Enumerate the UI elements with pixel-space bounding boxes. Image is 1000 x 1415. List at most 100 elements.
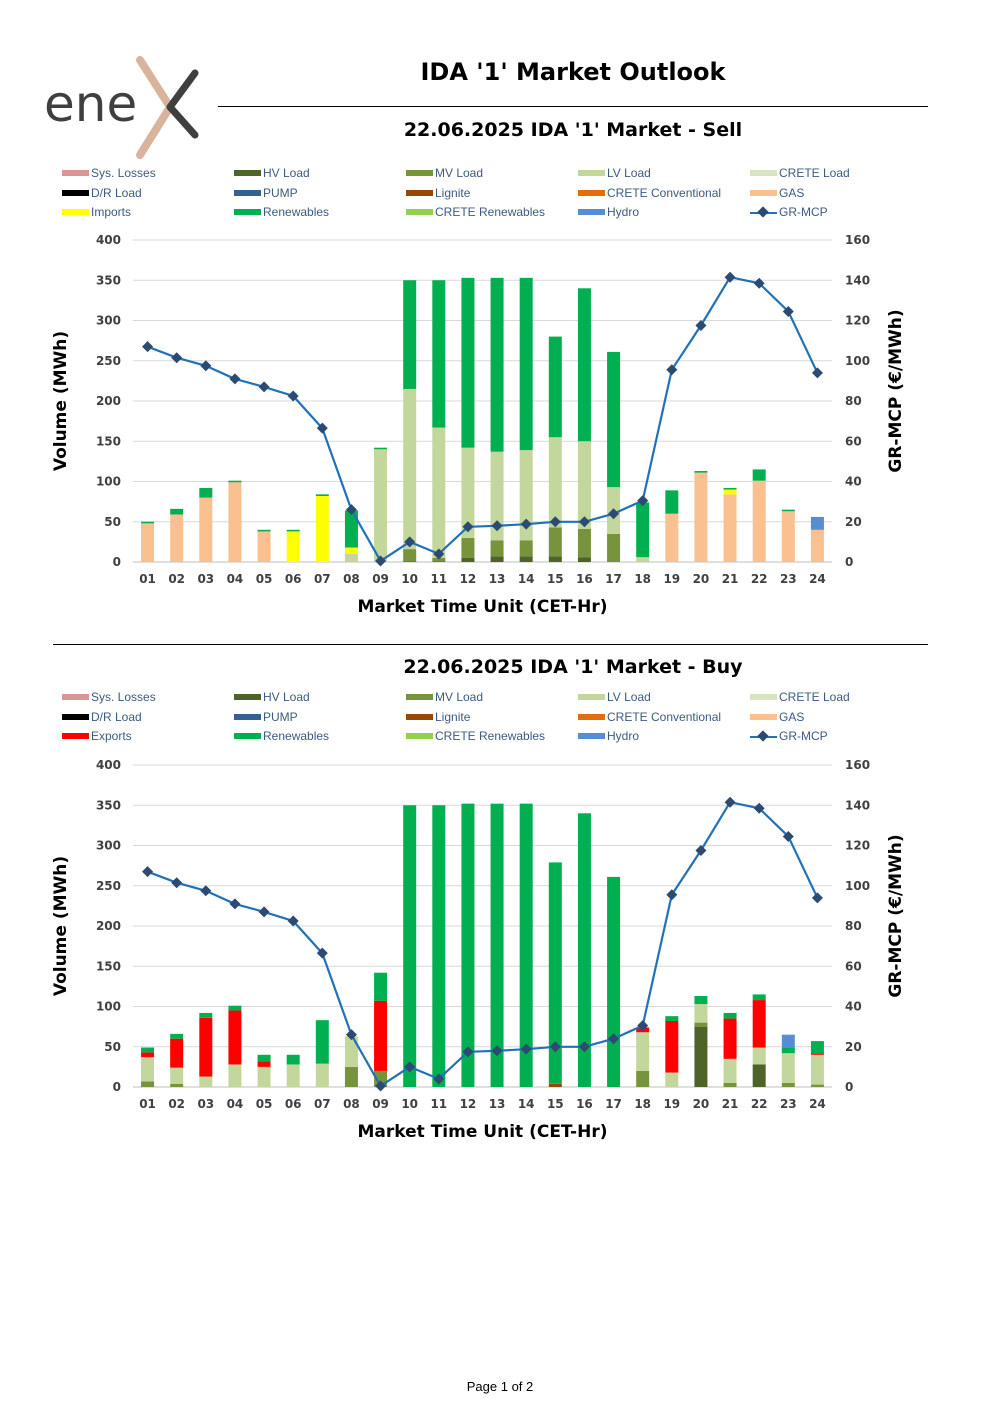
legend-swatch bbox=[578, 209, 605, 215]
y2-tick-label: 120 bbox=[845, 839, 870, 853]
legend-label: CRETE Conventional bbox=[607, 185, 722, 200]
bar-renewables-03 bbox=[199, 487, 213, 498]
x-tick-label: 21 bbox=[722, 572, 739, 586]
x-tick-label: 19 bbox=[663, 1097, 680, 1111]
mcp-point-15 bbox=[549, 516, 561, 528]
y2-tick-label: 160 bbox=[845, 758, 870, 772]
bar-renewables-22 bbox=[752, 994, 766, 1001]
bar-lv-load-19 bbox=[665, 1072, 679, 1087]
x-tick-label: 06 bbox=[285, 572, 302, 586]
bar-mv-load-23 bbox=[781, 1082, 795, 1087]
x-axis-title: Market Time Unit (CET-Hr) bbox=[358, 1122, 608, 1142]
mcp-point-09 bbox=[375, 1080, 387, 1092]
legend-label: PUMP bbox=[263, 185, 298, 200]
x-tick-label: 01 bbox=[139, 572, 156, 586]
bar-gas-19 bbox=[665, 513, 679, 562]
bar-renewables-19 bbox=[665, 1016, 679, 1021]
bar-exports-22 bbox=[752, 1000, 766, 1048]
bar-renewables-11 bbox=[432, 805, 446, 1087]
mcp-point-06 bbox=[287, 390, 299, 402]
x-tick-label: 16 bbox=[576, 1097, 593, 1111]
bar-exports-09 bbox=[374, 1000, 388, 1071]
mcp-point-17 bbox=[608, 1033, 620, 1045]
bar-mv-load-21 bbox=[723, 1082, 737, 1087]
enex-logo: ene bbox=[44, 56, 199, 159]
mcp-point-03 bbox=[200, 360, 212, 372]
bar-gas-05 bbox=[257, 531, 271, 562]
legend-label: CRETE Load bbox=[779, 166, 850, 180]
mcp-point-14 bbox=[520, 1043, 532, 1055]
legend-label: Lignite bbox=[435, 709, 471, 724]
legend-label: Renewables bbox=[263, 729, 330, 743]
bar-imports-21 bbox=[723, 489, 737, 495]
mcp-point-21 bbox=[724, 796, 736, 808]
legend-label: Exports bbox=[91, 729, 132, 743]
bar-renewables-14 bbox=[519, 277, 533, 451]
bar-renewables-05 bbox=[257, 529, 271, 532]
y2-axis-title: GR-MCP (€/MWh) bbox=[886, 834, 906, 997]
legend-swatch bbox=[234, 170, 261, 176]
y2-tick-label: 40 bbox=[845, 1000, 862, 1014]
sell-legend: Sys. Losses HV Load MV Load LV Load CRETE Lo… bbox=[62, 164, 928, 224]
x-tick-label: 13 bbox=[489, 1097, 506, 1111]
y2-tick-label: 20 bbox=[845, 515, 862, 529]
legend-swatch bbox=[234, 694, 261, 700]
bar-mv-load-18 bbox=[636, 1070, 650, 1087]
bar-hydro-23 bbox=[781, 1034, 795, 1048]
x-tick-label: 05 bbox=[256, 572, 273, 586]
mcp-point-13 bbox=[491, 520, 503, 532]
legend-label: D/R Load bbox=[91, 185, 142, 200]
bar-renewables-06 bbox=[286, 1054, 300, 1065]
y-tick-label: 300 bbox=[96, 839, 121, 853]
bar-renewables-03 bbox=[199, 1012, 213, 1018]
buy-chart-title: 22.06.2025 IDA '1' Market - Buy bbox=[403, 656, 743, 678]
bar-renewables-13 bbox=[490, 803, 504, 1087]
x-tick-label: 01 bbox=[139, 1097, 156, 1111]
legend-label: Imports bbox=[91, 205, 132, 219]
mcp-point-16 bbox=[578, 1041, 590, 1053]
legend-swatch bbox=[62, 733, 89, 739]
legend-label: LV Load bbox=[607, 690, 651, 704]
bar-imports-06 bbox=[286, 531, 300, 562]
bar-renewables-18 bbox=[636, 502, 650, 558]
bar-gas-01 bbox=[141, 523, 155, 562]
bar-lv-load-18 bbox=[636, 1032, 650, 1071]
bar-renewables-07 bbox=[315, 494, 329, 496]
x-tick-label: 06 bbox=[285, 1097, 302, 1111]
x-tick-label: 12 bbox=[460, 572, 477, 586]
mcp-point-05 bbox=[258, 381, 270, 393]
x-tick-label: 14 bbox=[518, 572, 535, 586]
section-divider bbox=[53, 644, 928, 645]
bar-hv-load-14 bbox=[519, 556, 533, 562]
bar-renewables-15 bbox=[548, 862, 562, 1084]
x-tick-label: 24 bbox=[809, 572, 826, 586]
bar-mv-load-01 bbox=[141, 1081, 155, 1087]
svg-text:ene: ene bbox=[44, 75, 137, 133]
bar-mv-load-12 bbox=[461, 537, 475, 558]
legend-label: D/R Load bbox=[91, 709, 142, 724]
legend-swatch bbox=[578, 733, 605, 739]
y2-tick-label: 40 bbox=[845, 475, 862, 489]
bar-gas-24 bbox=[810, 529, 824, 562]
mcp-point-22 bbox=[753, 802, 765, 814]
legend-swatch bbox=[234, 209, 261, 215]
x-tick-label: 10 bbox=[401, 1097, 418, 1111]
legend-swatch bbox=[62, 713, 89, 720]
mcp-point-20 bbox=[695, 845, 707, 857]
mcp-point-12 bbox=[462, 521, 474, 533]
bar-renewables-22 bbox=[752, 469, 766, 481]
y-axis-title: Volume (MWh) bbox=[51, 331, 71, 471]
x-tick-label: 11 bbox=[430, 1097, 447, 1111]
bar-hv-load-12 bbox=[461, 557, 475, 562]
legend-label: MV Load bbox=[435, 690, 484, 704]
legend-swatch bbox=[62, 170, 89, 176]
legend-swatch bbox=[62, 189, 89, 196]
mcp-point-24 bbox=[811, 367, 823, 379]
legend-label: CRETE Renewables bbox=[435, 205, 546, 219]
bar-renewables-08 bbox=[344, 510, 358, 548]
x-tick-label: 22 bbox=[751, 572, 768, 586]
mcp-point-08 bbox=[345, 1029, 357, 1041]
x-tick-label: 04 bbox=[227, 572, 244, 586]
bar-hv-load-16 bbox=[577, 557, 591, 562]
y-tick-label: 100 bbox=[96, 475, 121, 489]
